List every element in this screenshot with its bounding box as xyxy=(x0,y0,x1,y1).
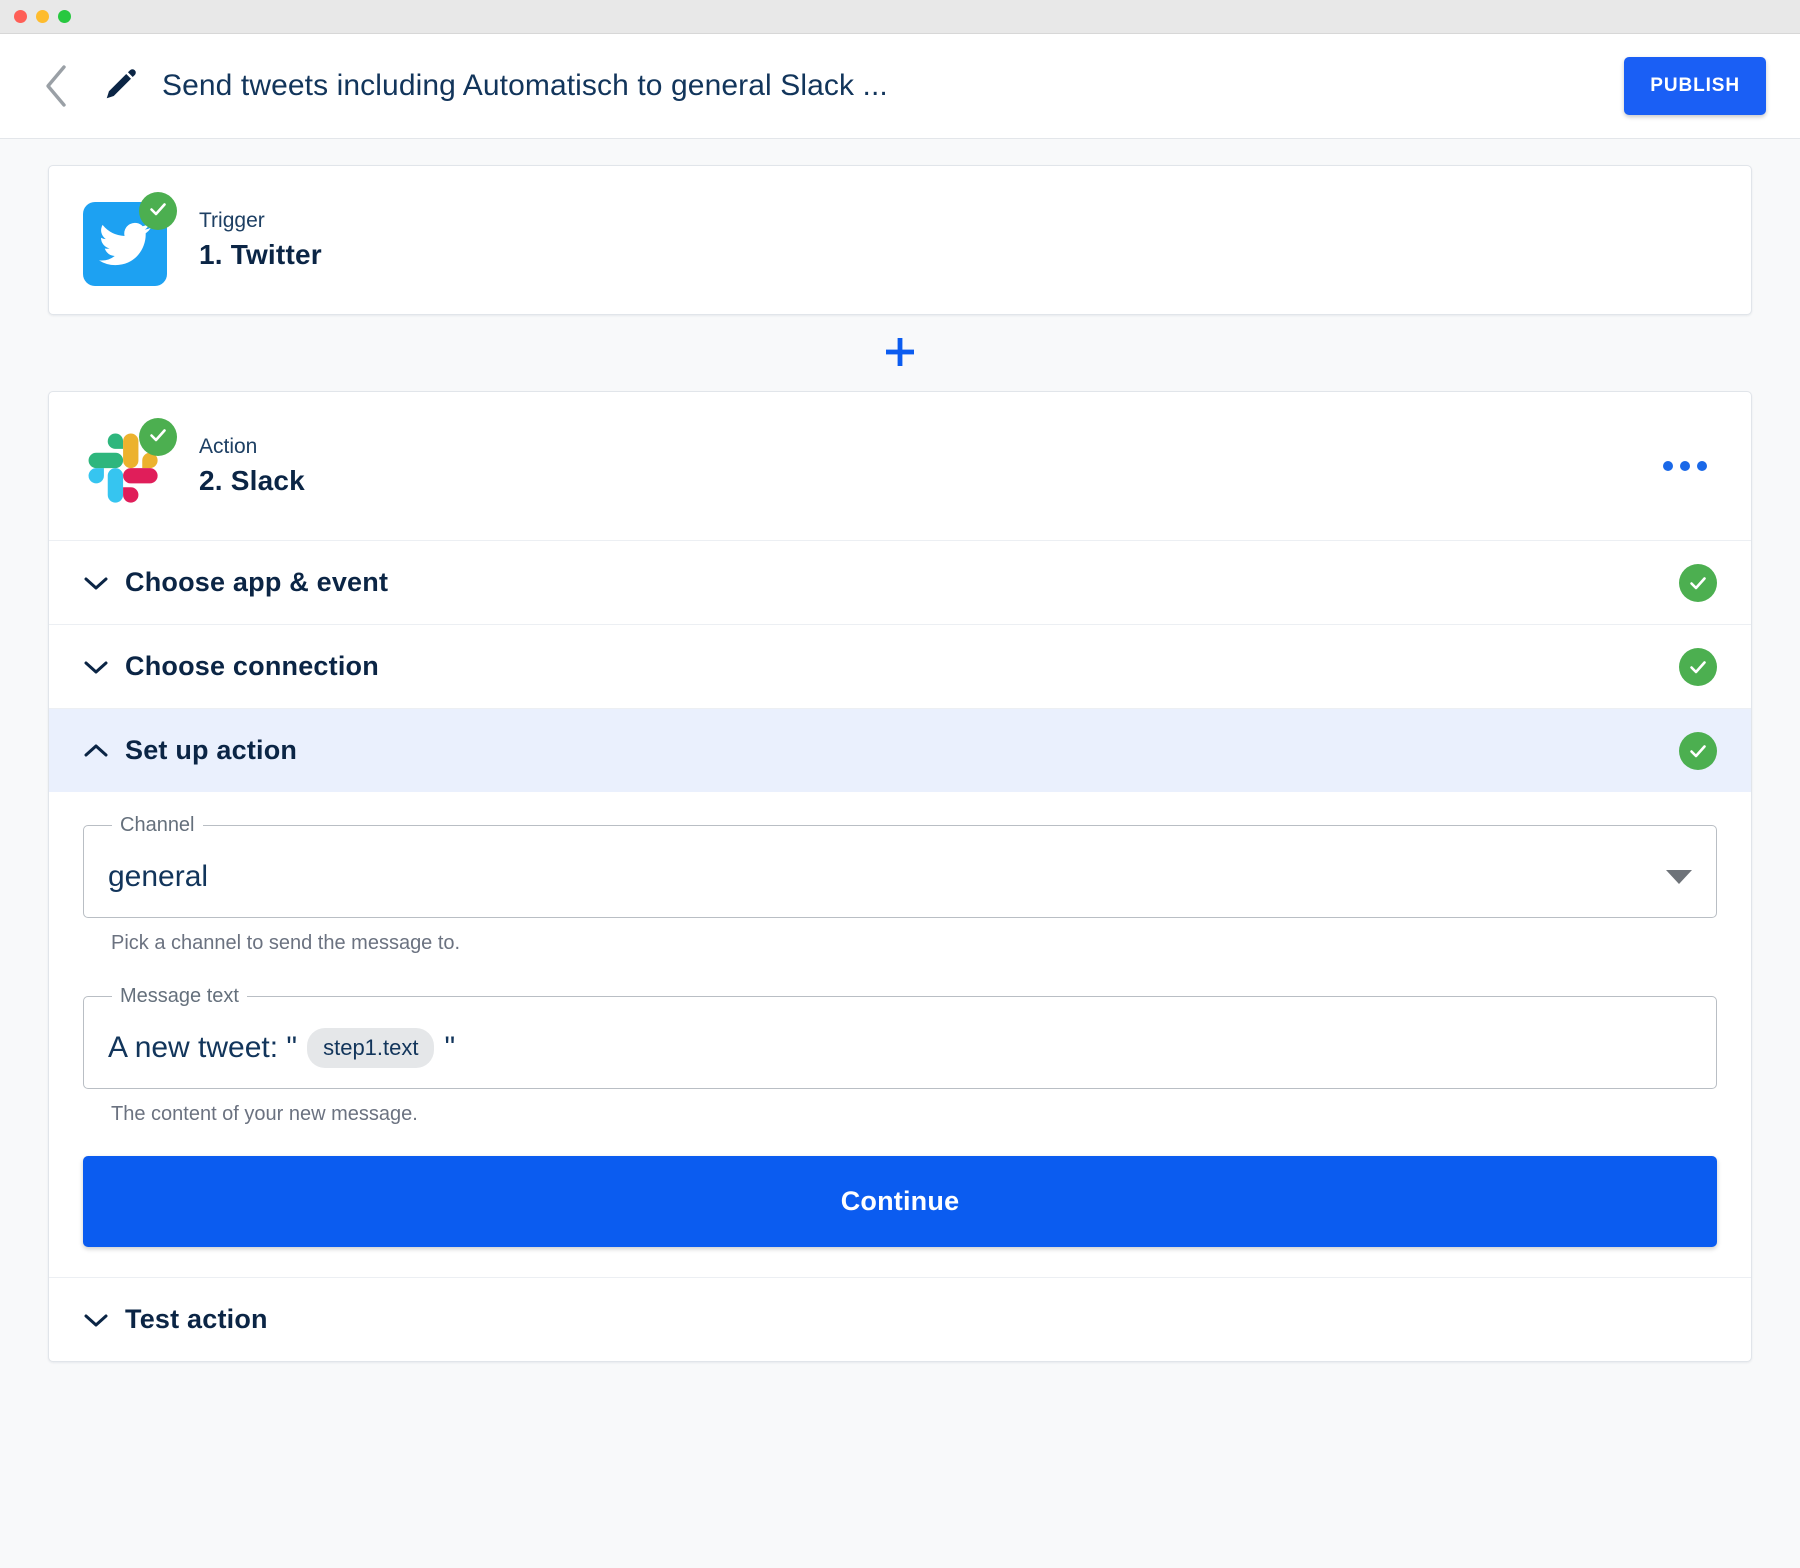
page-title: Send tweets including Automatisch to gen… xyxy=(162,69,888,102)
window-maximize-button[interactable] xyxy=(58,10,71,23)
action-status-badge xyxy=(139,418,177,456)
window-titlebar xyxy=(0,0,1800,34)
trigger-step-header[interactable]: Trigger 1. Twitter xyxy=(49,166,1751,314)
message-text-hint: The content of your new message. xyxy=(111,1103,418,1125)
message-text-input[interactable]: Message text A new tweet: " step1.text " xyxy=(83,985,1717,1089)
chevron-down-icon xyxy=(83,1312,113,1328)
accordion-test-action[interactable]: Test action xyxy=(49,1277,1751,1361)
flow-canvas: Trigger 1. Twitter xyxy=(0,139,1800,1568)
accordion-label: Set up action xyxy=(125,735,298,765)
accordion-set-up-action[interactable]: Set up action xyxy=(49,708,1751,792)
variable-token[interactable]: step1.text xyxy=(307,1027,435,1069)
more-horizontal-icon[interactable] xyxy=(1653,451,1717,481)
chevron-down-icon xyxy=(83,659,113,675)
chevron-left-icon xyxy=(41,63,71,109)
chevron-down-icon xyxy=(83,575,113,591)
chevron-up-icon xyxy=(83,743,113,759)
message-text-label: Message text xyxy=(120,985,239,1007)
channel-label: Channel xyxy=(120,814,195,836)
check-circle-icon xyxy=(1679,563,1717,602)
message-suffix: " xyxy=(444,1031,456,1064)
check-circle-icon xyxy=(1679,731,1717,770)
trigger-status-badge xyxy=(139,192,177,230)
publish-button[interactable]: PUBLISH xyxy=(1624,57,1766,115)
accordion-choose-connection[interactable]: Choose connection xyxy=(49,624,1751,708)
message-text-value: A new tweet: " step1.text " xyxy=(108,1027,1692,1069)
trigger-step-meta: Trigger 1. Twitter xyxy=(199,209,322,271)
trigger-step-name: 1. Twitter xyxy=(199,239,322,270)
plus-icon xyxy=(883,335,917,372)
action-step-card[interactable]: Action 2. Slack Choose app & event xyxy=(48,391,1752,1362)
caret-down-icon[interactable] xyxy=(1666,870,1692,884)
window-minimize-button[interactable] xyxy=(36,10,49,23)
message-prefix: A new tweet: " xyxy=(108,1031,298,1064)
channel-select[interactable]: Channel general xyxy=(83,814,1717,918)
channel-hint: Pick a channel to send the message to. xyxy=(111,932,461,954)
action-kind-label: Action xyxy=(199,435,258,458)
trigger-kind-label: Trigger xyxy=(199,209,265,232)
trigger-app-logo-wrap xyxy=(83,192,177,286)
action-app-logo-wrap xyxy=(83,418,177,512)
back-button[interactable] xyxy=(34,64,78,108)
pencil-icon xyxy=(102,65,140,108)
accordion-label: Choose connection xyxy=(125,651,379,681)
overflow-dot xyxy=(1697,461,1707,471)
window-close-button[interactable] xyxy=(14,10,27,23)
channel-value: general xyxy=(108,860,209,893)
overflow-dot xyxy=(1663,461,1673,471)
overflow-dot xyxy=(1680,461,1690,471)
action-step-header[interactable]: Action 2. Slack xyxy=(49,392,1751,540)
check-circle-icon xyxy=(146,423,170,452)
accordion-label: Choose app & event xyxy=(125,567,389,597)
action-step-name: 2. Slack xyxy=(199,465,305,496)
trigger-step-card[interactable]: Trigger 1. Twitter xyxy=(48,165,1752,315)
add-step-button[interactable] xyxy=(877,330,923,376)
step-connector xyxy=(48,315,1752,391)
action-step-meta: Action 2. Slack xyxy=(199,435,305,497)
slack-icon xyxy=(83,428,167,512)
set-up-action-panel: Channel general Pick a channel to send t… xyxy=(49,792,1751,1277)
app-header: Send tweets including Automatisch to gen… xyxy=(0,34,1800,139)
accordion-choose-app-event[interactable]: Choose app & event xyxy=(49,540,1751,624)
continue-button[interactable]: Continue xyxy=(83,1156,1717,1247)
accordion-label: Test action xyxy=(125,1304,268,1334)
check-circle-icon xyxy=(146,197,170,226)
check-circle-icon xyxy=(1679,647,1717,686)
edit-title-button[interactable] xyxy=(100,65,142,107)
